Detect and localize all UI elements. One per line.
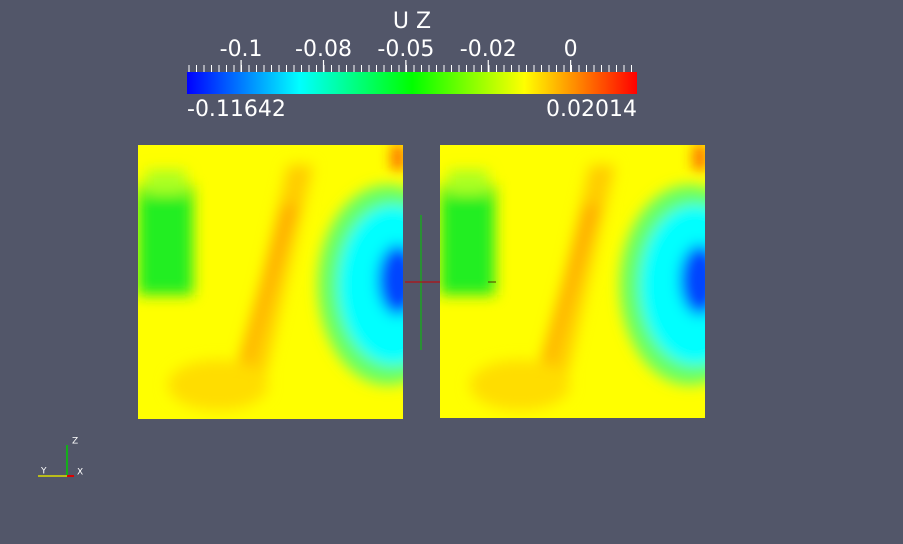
colorbar (187, 72, 637, 94)
colorbar-min-label: -0.11642 (187, 97, 286, 122)
triad-x-label: X (77, 468, 83, 478)
colorbar-title: U Z (393, 9, 431, 34)
colorbar-ticks: -0.1 -0.08 -0.05 -0.02 0 (188, 37, 632, 72)
colorbar-tick-label: -0.02 (460, 37, 517, 62)
colorbar-tick-label: -0.08 (295, 37, 352, 62)
colorbar-tick-label: -0.1 (220, 37, 263, 62)
colorbar-max-label: 0.02014 (546, 97, 637, 122)
triad-z-label: Z (72, 437, 78, 447)
orientation-axes: Z Y X (38, 437, 83, 478)
colorbar-tick-label: 0 (564, 37, 578, 62)
triad-y-label: Y (40, 467, 47, 477)
colorbar-tick-label: -0.05 (377, 37, 434, 62)
